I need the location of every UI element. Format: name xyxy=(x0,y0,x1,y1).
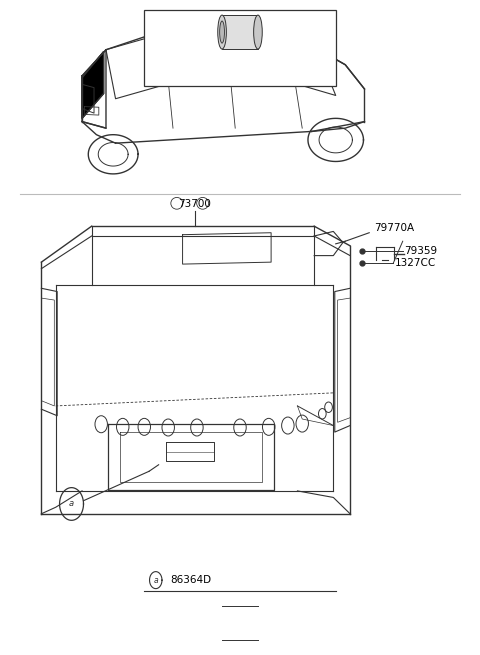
Text: 73700: 73700 xyxy=(178,198,211,208)
Text: 79359: 79359 xyxy=(404,246,437,256)
Ellipse shape xyxy=(218,15,227,49)
FancyBboxPatch shape xyxy=(144,10,336,86)
Text: 1327CC: 1327CC xyxy=(395,259,436,269)
Text: 79770A: 79770A xyxy=(374,223,414,233)
Text: 86364D: 86364D xyxy=(170,575,212,585)
Ellipse shape xyxy=(171,197,183,209)
Polygon shape xyxy=(82,52,104,119)
Ellipse shape xyxy=(253,15,262,49)
Text: a: a xyxy=(69,500,74,508)
FancyBboxPatch shape xyxy=(222,15,258,49)
Ellipse shape xyxy=(197,197,209,209)
Ellipse shape xyxy=(220,21,225,43)
Text: a: a xyxy=(154,576,158,585)
